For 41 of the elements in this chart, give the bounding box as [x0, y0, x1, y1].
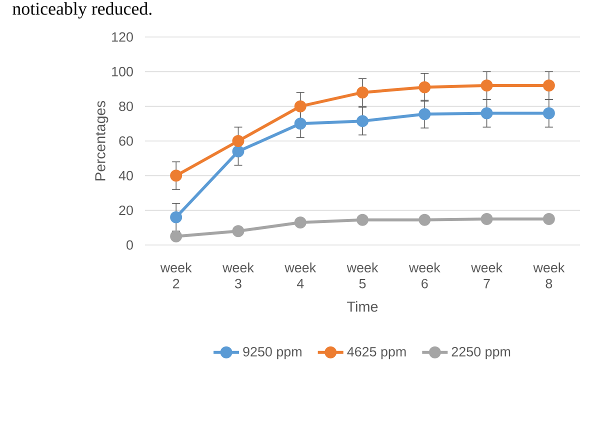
- y-tick-label: 80: [119, 102, 133, 112]
- point: [356, 214, 369, 226]
- point: [170, 230, 182, 242]
- legend-label: 4625 ppm: [347, 346, 406, 360]
- point: [232, 225, 244, 238]
- point: [542, 80, 555, 92]
- point: [542, 107, 555, 120]
- x-tick-label: week 2: [160, 262, 192, 288]
- y-tick-label: 0: [126, 240, 133, 250]
- point: [418, 214, 431, 226]
- point: [294, 100, 306, 112]
- legend-label: 9250 ppm: [243, 346, 302, 360]
- point: [480, 213, 493, 225]
- y-tick-label: 120: [112, 32, 133, 42]
- legend-label: 2250 ppm: [452, 346, 510, 360]
- x-tick-label: week 7: [471, 262, 503, 288]
- x-tick-label: week 3: [222, 262, 254, 288]
- point: [232, 135, 244, 147]
- y-tick-label: 20: [119, 206, 133, 216]
- point: [418, 81, 431, 94]
- point: [294, 118, 306, 130]
- point: [480, 80, 493, 92]
- point: [170, 211, 182, 224]
- point: [418, 108, 431, 120]
- point: [294, 216, 306, 228]
- text: noticeably reduced.: [12, 2, 152, 19]
- y-tick-label: 60: [119, 136, 133, 146]
- x-axis-title: Time: [347, 301, 378, 312]
- point: [232, 145, 244, 158]
- point: [356, 115, 369, 128]
- x-tick-label: week 4: [284, 262, 316, 288]
- point: [170, 170, 182, 182]
- y-tick-label: 100: [112, 66, 133, 76]
- x-tick-label: week 6: [408, 262, 440, 288]
- point: [356, 86, 369, 98]
- x-tick-label: week 8: [533, 262, 565, 288]
- point: [480, 107, 493, 120]
- x-tick-label: week 5: [346, 262, 378, 288]
- point: [542, 213, 555, 225]
- y-axis-title: Percentages: [95, 100, 108, 180]
- y-tick-label: 40: [118, 170, 133, 180]
